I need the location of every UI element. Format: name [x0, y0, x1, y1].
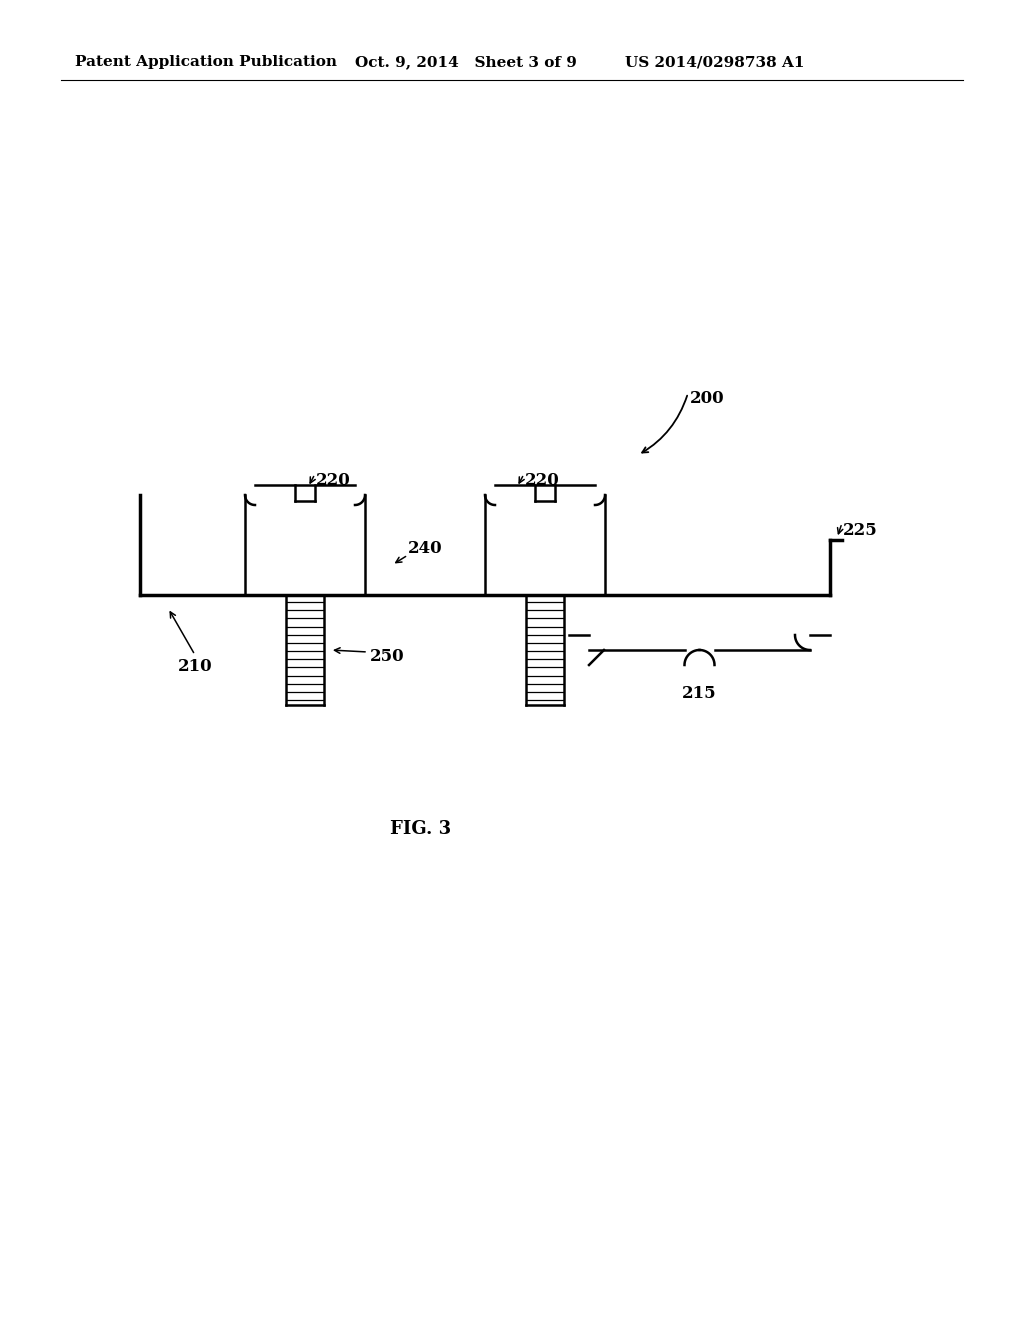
- Text: 220: 220: [316, 473, 351, 488]
- Text: 225: 225: [843, 521, 878, 539]
- Text: 240: 240: [408, 540, 442, 557]
- Text: FIG. 3: FIG. 3: [390, 820, 452, 838]
- Text: 220: 220: [525, 473, 560, 488]
- Text: 215: 215: [682, 685, 717, 702]
- Text: Oct. 9, 2014   Sheet 3 of 9: Oct. 9, 2014 Sheet 3 of 9: [355, 55, 577, 69]
- Text: 210: 210: [178, 657, 213, 675]
- Text: 250: 250: [370, 648, 404, 665]
- Text: US 2014/0298738 A1: US 2014/0298738 A1: [625, 55, 805, 69]
- Text: Patent Application Publication: Patent Application Publication: [75, 55, 337, 69]
- Text: 200: 200: [690, 389, 725, 407]
